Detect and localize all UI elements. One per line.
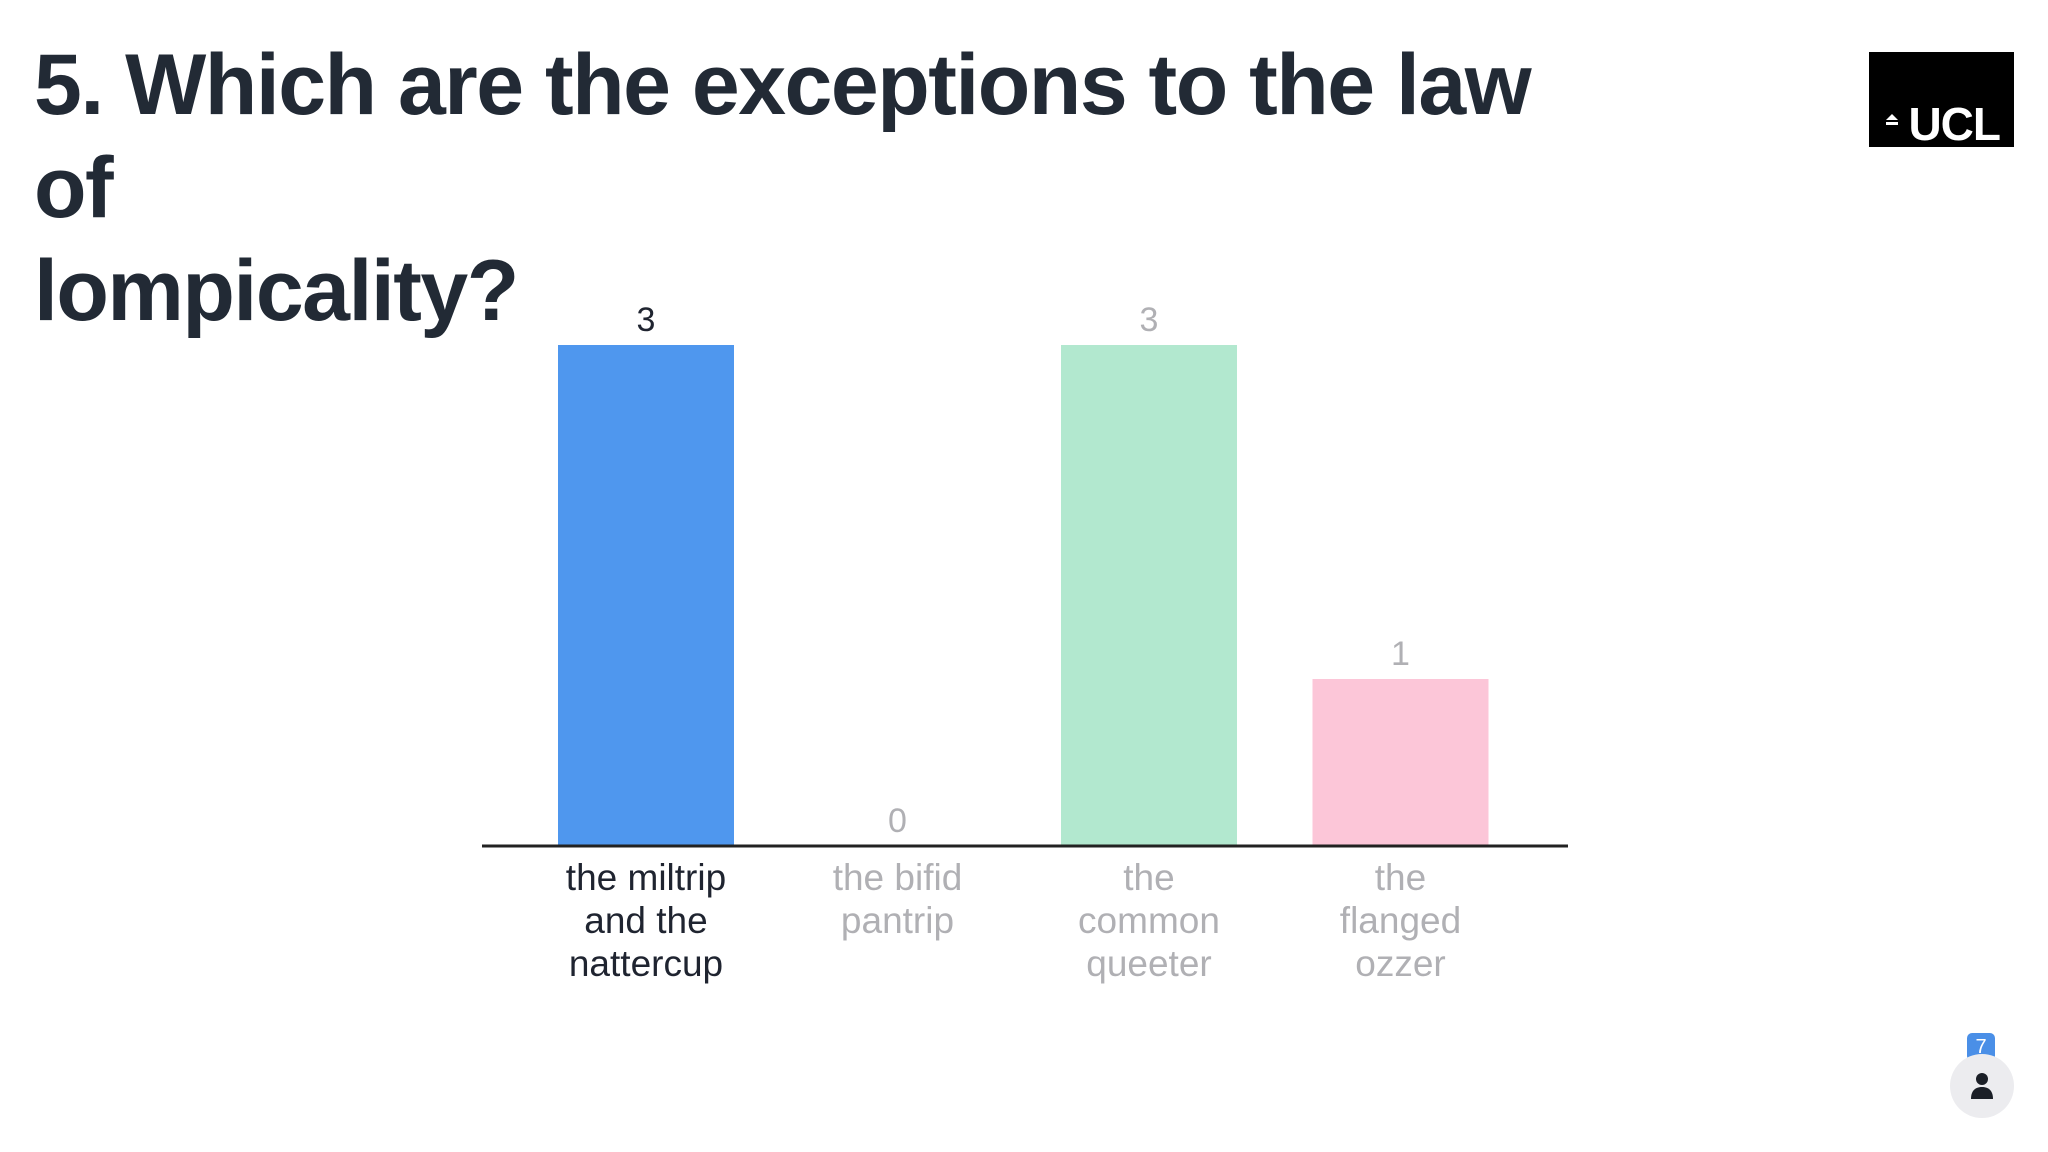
bar-value-label-3: 3 bbox=[1140, 301, 1159, 339]
person-icon bbox=[1971, 1073, 1993, 1099]
bar-value-label-2: 0 bbox=[888, 802, 907, 840]
category-label-3: the common queeter bbox=[1078, 857, 1220, 984]
category-label-4: the flanged ozzer bbox=[1340, 857, 1461, 984]
question-title-line-1: 5. Which are the exceptions to the law o… bbox=[34, 37, 1532, 236]
question-title: 5. Which are the exceptions to the law o… bbox=[34, 34, 1594, 343]
question-title-line-2: lompicality? bbox=[34, 243, 519, 339]
ucl-logo-text: UCL bbox=[1908, 98, 2001, 150]
category-label-1: the miltrip and the nattercup bbox=[566, 857, 726, 984]
participants-button[interactable] bbox=[1950, 1054, 2014, 1118]
participant-counter[interactable]: 7 bbox=[1950, 1028, 2014, 1118]
bar-3 bbox=[1061, 345, 1237, 846]
bar-value-label-1: 3 bbox=[637, 301, 656, 339]
bar-4 bbox=[1312, 679, 1489, 846]
category-label-2: the bifid pantrip bbox=[833, 857, 963, 941]
bar-1 bbox=[558, 345, 734, 846]
ucl-logo: UCL bbox=[1869, 52, 2014, 147]
bar-value-label-4: 1 bbox=[1391, 635, 1410, 673]
portico-icon bbox=[1886, 114, 1898, 125]
